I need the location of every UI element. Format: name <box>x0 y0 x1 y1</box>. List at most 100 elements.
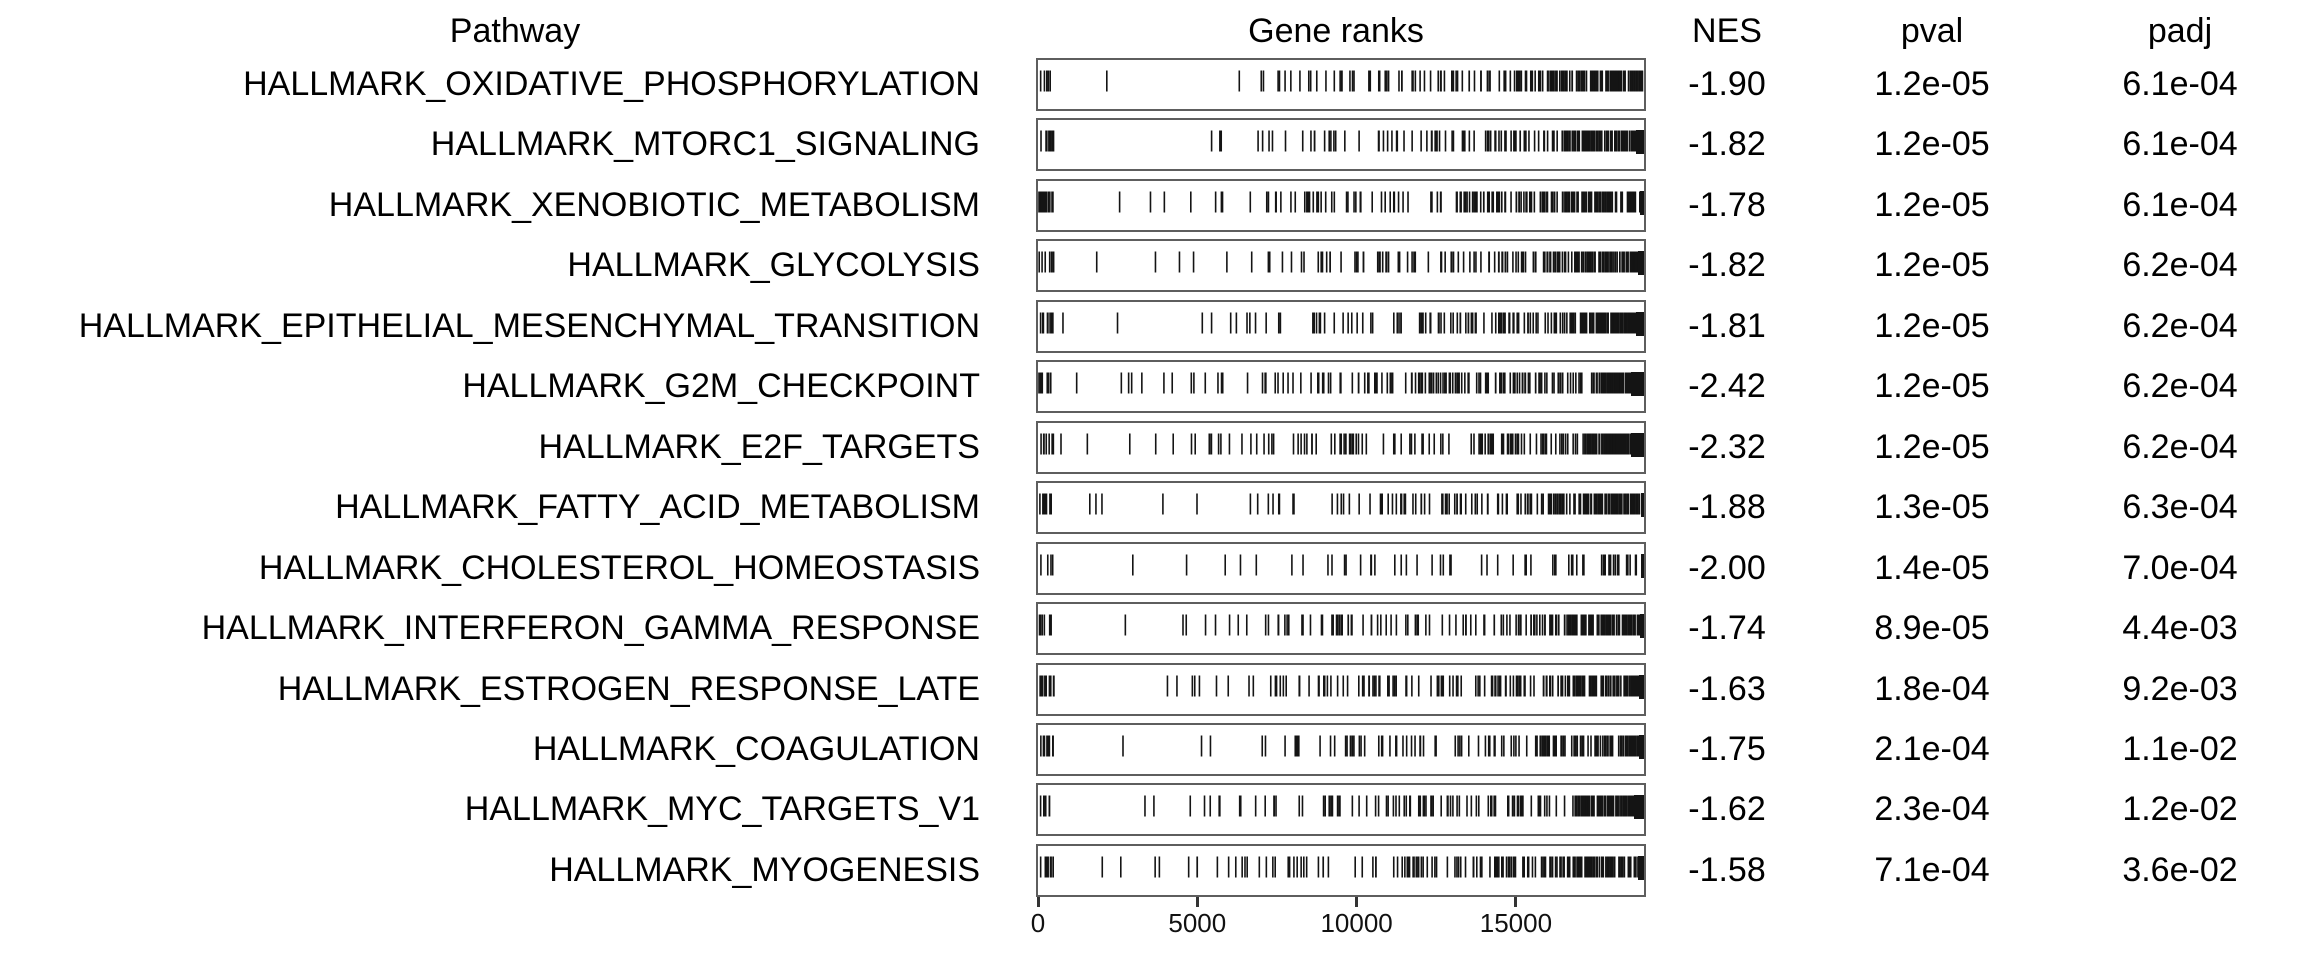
gene-ranks-panel <box>1036 239 1646 293</box>
gene-ranks-panel <box>1036 299 1646 353</box>
gene-ranks-panel <box>1036 541 1646 595</box>
nes-value: -1.88 <box>1688 488 1766 527</box>
pathway-label: HALLMARK_ESTROGEN_RESPONSE_LATE <box>277 669 980 708</box>
gene-rank-ticks <box>1039 70 1644 92</box>
gene-rank-ticks <box>1039 311 1644 336</box>
gene-ranks-panel <box>1036 722 1646 776</box>
pval-value: 1.8e-04 <box>1874 669 1990 708</box>
pval-value: 1.2e-05 <box>1874 65 1990 103</box>
gene-ranks-panel <box>1036 420 1646 474</box>
padj-value: 6.3e-04 <box>2122 488 2238 527</box>
pathway-label: HALLMARK_EPITHELIAL_MESENCHYMAL_TRANSITI… <box>78 306 980 345</box>
gene-ranks-panel <box>1036 662 1646 716</box>
nes-value: -1.62 <box>1688 790 1766 829</box>
gene-rank-ticks <box>1038 372 1644 397</box>
padj-value: 4.4e-03 <box>2122 609 2238 648</box>
nes-value: -2.00 <box>1688 548 1766 587</box>
column-header-nes: NES <box>1692 12 1762 50</box>
pathway-label: HALLMARK_G2M_CHECKPOINT <box>462 367 980 406</box>
gene-rank-ticks <box>1038 190 1644 215</box>
column-header-gene-ranks: Gene ranks <box>1248 12 1424 50</box>
pathway-label: HALLMARK_COAGULATION <box>532 729 980 768</box>
gene-rank-ticks <box>1040 130 1644 155</box>
nes-value: -1.75 <box>1688 729 1766 768</box>
table-row: HALLMARK_MTORC1_SIGNALING -1.82 1.2e-05 6.1… <box>0 118 2304 172</box>
padj-value: 7.0e-04 <box>2122 548 2238 587</box>
padj-value: 9.2e-03 <box>2122 669 2238 708</box>
pval-value: 8.9e-05 <box>1874 609 1990 648</box>
gene-ranks-panel <box>1036 360 1646 414</box>
table-row: HALLMARK_FATTY_ACID_METABOLISM -1.88 1.3e-… <box>0 481 2304 535</box>
pval-value: 1.2e-05 <box>1874 306 1990 345</box>
nes-value: -2.42 <box>1688 367 1766 406</box>
table-row: HALLMARK_MYOGENESIS -1.58 7.1e-04 3.6e-02 <box>0 843 2304 897</box>
padj-value: 6.2e-04 <box>2122 306 2238 345</box>
x-axis-tick <box>1514 897 1518 907</box>
pathway-label: HALLMARK_MYC_TARGETS_V1 <box>464 790 980 829</box>
x-axis-tick <box>1195 897 1199 907</box>
gene-rank-ticks <box>1039 855 1644 880</box>
pathway-label: HALLMARK_GLYCOLYSIS <box>567 246 980 285</box>
pathway-label: HALLMARK_MTORC1_SIGNALING <box>430 125 980 164</box>
x-axis-tick-label: 5000 <box>1168 908 1227 938</box>
nes-value: -1.81 <box>1688 306 1766 345</box>
padj-value: 6.2e-04 <box>2122 427 2238 466</box>
gene-rank-ticks <box>1038 251 1644 276</box>
table-row: HALLMARK_GLYCOLYSIS -1.82 1.2e-05 6.2e-04 <box>0 239 2304 293</box>
pval-value: 2.3e-04 <box>1874 790 1990 829</box>
padj-value: 6.1e-04 <box>2122 65 2238 103</box>
gene-rank-ticks <box>1039 795 1644 820</box>
pval-value: 7.1e-04 <box>1874 850 1990 889</box>
table-row: HALLMARK_OXIDATIVE_PHOSPHORYLATION -1.90 1… <box>0 58 2304 111</box>
pval-value: 1.4e-05 <box>1874 548 1990 587</box>
x-axis-tick-label: 10000 <box>1320 908 1393 938</box>
nes-value: -1.90 <box>1688 65 1766 103</box>
padj-value: 6.2e-04 <box>2122 246 2238 285</box>
pval-value: 1.2e-05 <box>1874 185 1990 224</box>
column-header-pathway: Pathway <box>449 12 581 50</box>
gene-ranks-panel <box>1036 602 1646 656</box>
x-axis-tick-label: 0 <box>1030 908 1046 938</box>
table-row: HALLMARK_MYC_TARGETS_V1 -1.62 2.3e-04 1.2e-… <box>0 783 2304 837</box>
pval-value: 1.2e-05 <box>1874 367 1990 406</box>
gene-rank-ticks <box>1039 674 1644 699</box>
nes-value: -2.32 <box>1688 427 1766 466</box>
gene-rank-ticks <box>1040 432 1644 457</box>
nes-value: -1.78 <box>1688 185 1766 224</box>
gene-ranks-panel <box>1036 783 1646 837</box>
pathway-label: HALLMARK_FATTY_ACID_METABOLISM <box>335 488 980 527</box>
nes-value: -1.58 <box>1688 850 1766 889</box>
padj-value: 1.1e-02 <box>2122 729 2238 768</box>
padj-value: 6.1e-04 <box>2122 125 2238 164</box>
pval-value: 2.1e-04 <box>1874 729 1990 768</box>
nes-value: -1.82 <box>1688 125 1766 164</box>
pathway-label: HALLMARK_XENOBIOTIC_METABOLISM <box>328 185 980 224</box>
pval-value: 1.3e-05 <box>1874 488 1990 527</box>
column-header-pval: pval <box>1900 12 1964 50</box>
gene-ranks-panel <box>1036 178 1646 232</box>
nes-value: -1.63 <box>1688 669 1766 708</box>
table-row: HALLMARK_INTERFERON_GAMMA_RESPONSE -1.74 8… <box>0 602 2304 656</box>
padj-value: 1.2e-02 <box>2122 790 2238 829</box>
padj-value: 6.2e-04 <box>2122 367 2238 406</box>
gene-rank-ticks <box>1038 614 1644 639</box>
x-axis-tick <box>1355 897 1359 907</box>
pathway-label: HALLMARK_OXIDATIVE_PHOSPHORYLATION <box>243 65 980 103</box>
table-row: HALLMARK_EPITHELIAL_MESENCHYMAL_TRANSITI… <box>0 299 2304 353</box>
pval-value: 1.2e-05 <box>1874 125 1990 164</box>
table-row: HALLMARK_CHOLESTEROL_HOMEOSTASIS -2.00 1.4… <box>0 541 2304 595</box>
padj-value: 3.6e-02 <box>2122 850 2238 889</box>
gene-ranks-panel <box>1036 118 1646 172</box>
nes-value: -1.74 <box>1688 609 1766 648</box>
table-row: HALLMARK_COAGULATION -1.75 2.1e-04 1.1e-02 <box>0 722 2304 776</box>
x-axis-tick-label: 15000 <box>1479 908 1553 938</box>
gene-rank-ticks <box>1040 734 1644 759</box>
pval-value: 1.2e-05 <box>1874 246 1990 285</box>
table-row: HALLMARK_ESTROGEN_RESPONSE_LATE -1.63 1.8e… <box>0 662 2304 716</box>
pathway-label: HALLMARK_MYOGENESIS <box>549 850 980 889</box>
gene-ranks-panel <box>1036 843 1646 897</box>
table-row: HALLMARK_G2M_CHECKPOINT -2.42 1.2e-05 6.2e-… <box>0 360 2304 414</box>
gene-ranks-panel <box>1036 58 1646 111</box>
nes-value: -1.82 <box>1688 246 1766 285</box>
